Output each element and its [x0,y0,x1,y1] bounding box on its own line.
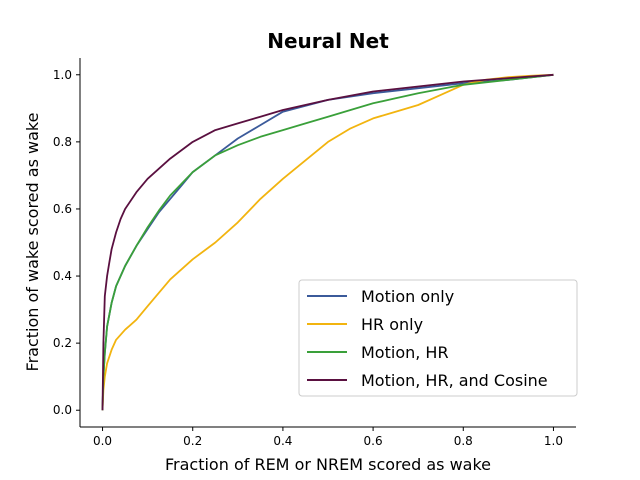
legend-label: Motion, HR [361,343,449,362]
legend-label: Motion only [361,287,454,306]
y-ticks: 0.0 0.2 0.4 0.6 0.8 1.0 [53,68,80,417]
y-tick-label: 0.0 [53,403,72,417]
x-tick-label: 0.2 [183,434,202,448]
plot-area: 0.0 0.2 0.4 0.6 0.8 1.0 0.0 0.2 0.4 0.6 0.8 1.0 [53,58,576,448]
y-tick-label: 0.2 [53,336,72,350]
legend-label: Motion, HR, and Cosine [361,371,548,390]
x-tick-label: 0.4 [273,434,292,448]
legend: Motion only HR only Motion, HR Motion, HR, … [298,279,578,397]
series-line-4 [101,73,554,411]
y-tick-label: 0.4 [53,269,72,283]
x-ticks: 0.0 0.2 0.4 0.6 0.8 1.0 [93,427,563,448]
x-tick-label: 0.8 [454,434,473,448]
y-axis-label: Fraction of wake scored as wake [23,113,42,372]
x-tick-label: 0.0 [93,434,112,448]
series-lines [101,73,554,411]
x-axis-label: Fraction of REM or NREM scored as wake [165,455,491,474]
series-line-3 [101,73,554,411]
chart-title: Neural Net [267,29,389,53]
legend-box [298,279,578,397]
y-tick-label: 1.0 [53,68,72,82]
x-tick-label: 0.6 [364,434,383,448]
legend-label: HR only [361,315,423,334]
x-tick-label: 1.0 [544,434,563,448]
y-tick-label: 0.6 [53,202,72,216]
series-line-2 [101,73,554,411]
y-tick-label: 0.8 [53,135,72,149]
